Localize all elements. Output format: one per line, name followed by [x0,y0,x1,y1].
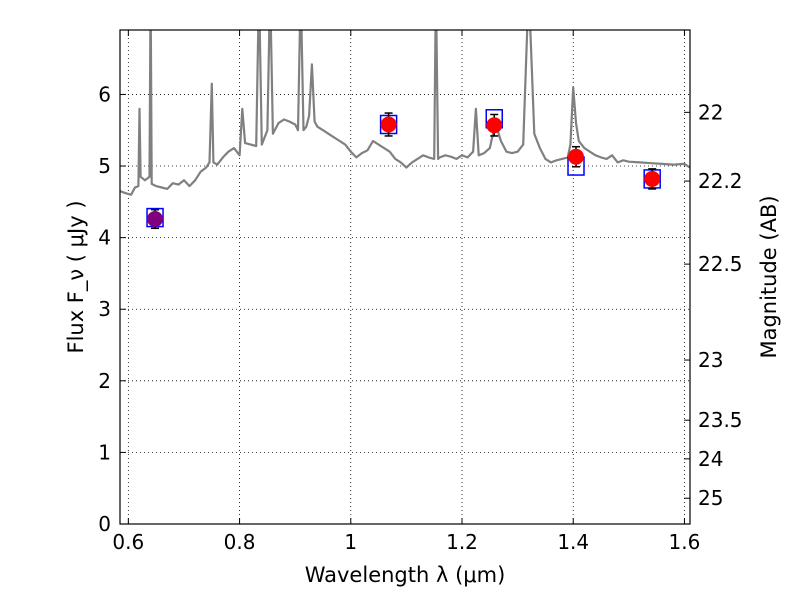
y-tick-label: 2 [98,369,111,393]
x-tick-label: 1 [344,530,357,554]
measured-points [147,116,661,228]
right-tick-label: 24 [698,447,723,471]
right-tick-label: 23.5 [698,408,743,432]
right-tick-label: 22 [698,100,723,124]
y-tick-label: 3 [98,297,111,321]
y-tick-label: 4 [98,226,111,250]
measured-point [147,211,164,228]
x-tick-label: 1.2 [446,530,478,554]
y-tick-label: 5 [98,154,111,178]
measured-point [486,117,503,134]
x-tick-label: 1.6 [669,530,701,554]
measured-point [568,148,584,165]
y-tick-label: 0 [98,512,111,536]
plot-frame [119,29,691,525]
x-tick-label: 0.6 [112,530,144,554]
x-tick-label: 1.4 [557,530,589,554]
axis-ticks: 0.6 0.8 1 1.2 1.4 1.601234562222.222.52323.52… [98,30,743,554]
right-tick-label: 23 [698,348,723,372]
plot-area [120,30,690,524]
model-spectrum-line [120,30,690,196]
model-spectrum [120,30,690,196]
y-tick-label: 1 [98,440,111,464]
x-axis-label: Wavelength λ (μm) [305,563,506,587]
right-tick-label: 22.5 [698,252,743,276]
y-tick-label: 6 [98,82,111,106]
x-tick-label: 0.8 [224,530,256,554]
right-tick-label: 22.2 [698,169,743,193]
right-tick-label: 25 [698,486,723,510]
right-axis-label: Magnitude (AB) [757,195,781,358]
measured-point [380,116,397,133]
measured-point [644,170,661,187]
y-axis-label: Flux F_ν ( μJy ) [64,200,89,353]
